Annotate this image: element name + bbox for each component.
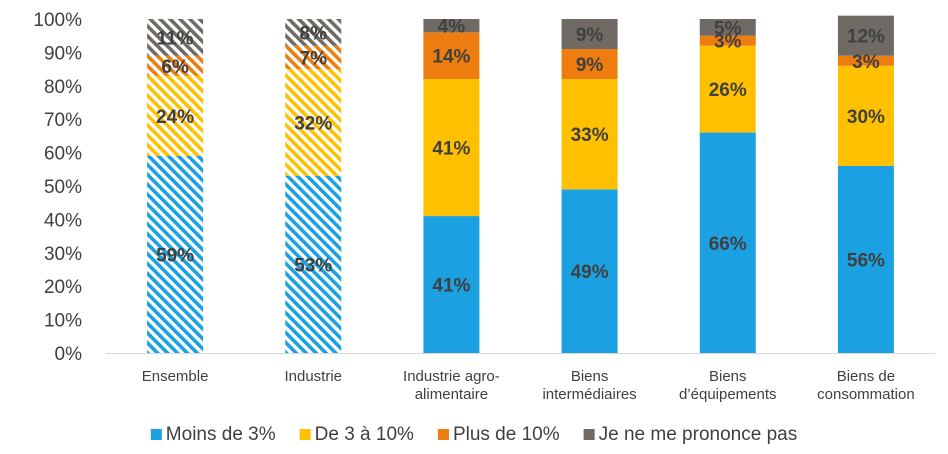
bar-je-ne-me-prononce-pas-industrie bbox=[285, 19, 342, 46]
category-label-industrie: Industrie bbox=[284, 368, 342, 385]
legend-swatch bbox=[150, 429, 162, 440]
data-label-moins-de-3-biens-de-consommation: 56% bbox=[847, 250, 885, 271]
y-tick-label: 50% bbox=[44, 177, 82, 198]
x-axis-categories: Ensemble Industrie Industrie agro-alimenta… bbox=[142, 368, 915, 403]
bar-moins-de-3-biens-interm-diaires bbox=[561, 189, 618, 353]
bar-je-ne-me-prononce-pas-biens-interm-diaires bbox=[561, 19, 618, 50]
bar-plus-de-10-biens-d-quipements bbox=[699, 35, 756, 46]
y-axis: 0% 10% 20% 30% 40% 50% 60% 70% 80% 90% 100% bbox=[33, 10, 935, 365]
bar-plus-de-10-biens-interm-diaires bbox=[561, 49, 618, 80]
data-label-de-3-10-biens-d-quipements: 26% bbox=[709, 80, 747, 101]
legend-item-plus-de-10: Plus de 10% bbox=[437, 424, 560, 445]
bar-plus-de-10-ensemble bbox=[147, 55, 204, 76]
bar-de-3-10-industrie bbox=[285, 69, 342, 176]
data-label-plus-de-10-biens-interm-diaires: 9% bbox=[576, 55, 604, 76]
y-tick-label: 0% bbox=[55, 344, 83, 365]
bar-plus-de-10-industrie bbox=[285, 45, 342, 70]
data-label-je-ne-me-prononce-pas-industrie: 8% bbox=[300, 23, 328, 44]
data-label-je-ne-me-prononce-pas-biens-de-consommation: 12% bbox=[847, 27, 885, 48]
data-label-moins-de-3-ensemble: 59% bbox=[156, 245, 194, 266]
data-label-moins-de-3-biens-d-quipements: 66% bbox=[709, 234, 747, 255]
category-label-ensemble: Ensemble bbox=[142, 368, 209, 385]
y-tick-label: 10% bbox=[44, 311, 82, 332]
data-label-plus-de-10-industrie: 7% bbox=[300, 48, 328, 69]
bar-de-3-10-biens-de-consommation bbox=[837, 65, 894, 166]
data-labels: 59% 24% 6% 11% 53% 32% 7% 8% 41% 41% 14% 4% 49% 33% 9%… bbox=[156, 17, 885, 297]
bar-de-3-10-biens-d-quipements bbox=[699, 45, 756, 133]
bar-je-ne-me-prononce-pas-biens-d-quipements bbox=[699, 19, 756, 36]
bar-plus-de-10-biens-de-consommation bbox=[837, 55, 894, 66]
data-label-je-ne-me-prononce-pas-biens-interm-diaires: 9% bbox=[576, 25, 604, 46]
legend-label: Plus de 10% bbox=[453, 424, 560, 445]
bar-plus-de-10-industrie-agro-alimentaire bbox=[423, 32, 480, 80]
bar-de-3-10-industrie-agro-alimentaire bbox=[423, 79, 480, 217]
y-tick-label: 20% bbox=[44, 277, 82, 298]
category-label-biens-d-quipements: Biens d’équipements bbox=[679, 368, 777, 403]
legend-swatch bbox=[583, 429, 595, 440]
data-label-de-3-10-biens-de-consommation: 30% bbox=[847, 107, 885, 128]
y-tick-label: 70% bbox=[44, 110, 82, 131]
legend-item-moins-de-3: Moins de 3% bbox=[150, 424, 276, 445]
bar-moins-de-3-biens-d-quipements bbox=[699, 132, 756, 353]
data-label-moins-de-3-biens-interm-diaires: 49% bbox=[571, 262, 609, 283]
bar-moins-de-3-ensemble bbox=[147, 155, 204, 353]
legend-swatch bbox=[299, 429, 311, 440]
legend: Moins de 3% De 3 à 10% Plus de 10% Je ne me… bbox=[150, 424, 798, 445]
category-label-biens-de-consommation: Biens de consommation bbox=[817, 368, 915, 403]
y-tick-label: 30% bbox=[44, 244, 82, 265]
bar-moins-de-3-industrie-agro-alimentaire bbox=[423, 216, 480, 353]
data-label-je-ne-me-prononce-pas-ensemble: 11% bbox=[157, 28, 194, 49]
data-label-moins-de-3-industrie-agro-alimentaire: 41% bbox=[432, 276, 470, 297]
bar-de-3-10-ensemble bbox=[147, 75, 204, 156]
data-label-de-3-10-industrie: 32% bbox=[294, 114, 332, 135]
category-label-biens-interm-diaires: Biens intermédiaires bbox=[542, 368, 636, 403]
data-label-plus-de-10-biens-de-consommation: 3% bbox=[852, 52, 880, 73]
data-label-je-ne-me-prononce-pas-industrie-agro-alimentaire: 4% bbox=[438, 17, 466, 38]
legend-label: Je ne me prononce pas bbox=[599, 424, 798, 445]
legend-item-de-3-10: De 3 à 10% bbox=[299, 424, 414, 445]
legend-label: Moins de 3% bbox=[166, 424, 276, 445]
y-tick-label: 60% bbox=[44, 144, 82, 165]
bar-de-3-10-biens-interm-diaires bbox=[561, 79, 618, 190]
y-tick-label: 80% bbox=[44, 77, 82, 98]
legend-label: De 3 à 10% bbox=[315, 424, 414, 445]
bar-moins-de-3-industrie bbox=[285, 175, 342, 353]
bar-je-ne-me-prononce-pas-industrie-agro-alimentaire bbox=[423, 19, 480, 33]
data-label-de-3-10-ensemble: 24% bbox=[156, 107, 194, 128]
bar-je-ne-me-prononce-pas-biens-de-consommation bbox=[837, 15, 894, 56]
bars bbox=[147, 15, 894, 353]
y-tick-label: 40% bbox=[44, 210, 82, 231]
data-label-de-3-10-industrie-agro-alimentaire: 41% bbox=[432, 139, 470, 160]
data-label-plus-de-10-ensemble: 6% bbox=[161, 57, 189, 78]
data-label-je-ne-me-prononce-pas-biens-d-quipements: 5% bbox=[714, 18, 742, 39]
bar-je-ne-me-prononce-pas-ensemble bbox=[147, 19, 204, 56]
data-label-plus-de-10-industrie-agro-alimentaire: 14% bbox=[432, 47, 470, 68]
data-label-plus-de-10-biens-d-quipements: 3% bbox=[714, 32, 742, 53]
y-tick-label: 90% bbox=[44, 43, 82, 64]
data-label-de-3-10-biens-interm-diaires: 33% bbox=[571, 125, 609, 146]
bar-moins-de-3-biens-de-consommation bbox=[837, 165, 894, 353]
category-label-industrie-agro-alimentaire: Industrie agro-alimentaire bbox=[403, 368, 500, 403]
legend-item-je-ne-me-prononce-pas: Je ne me prononce pas bbox=[583, 424, 798, 445]
data-label-moins-de-3-industrie: 53% bbox=[294, 255, 332, 276]
legend-swatch bbox=[437, 429, 449, 440]
y-tick-label: 100% bbox=[33, 10, 82, 31]
